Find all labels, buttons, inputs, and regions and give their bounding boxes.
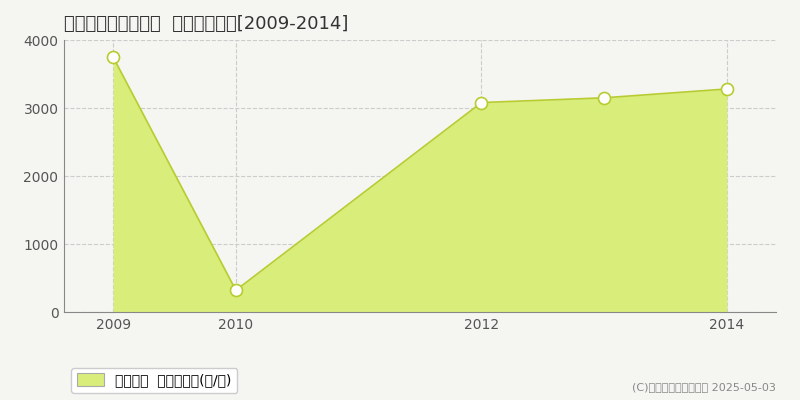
Point bbox=[721, 86, 734, 92]
Legend: 林地価格  平均坪単価(円/坪): 林地価格 平均坪単価(円/坪) bbox=[71, 368, 238, 393]
Point bbox=[106, 54, 119, 60]
Point bbox=[230, 287, 242, 294]
Point bbox=[598, 95, 610, 101]
Point bbox=[475, 99, 488, 106]
Text: (C)土地価格ドットコム 2025-05-03: (C)土地価格ドットコム 2025-05-03 bbox=[632, 382, 776, 392]
Text: 久慈郡大子町小生瀬  林地価格推移[2009-2014]: 久慈郡大子町小生瀬 林地価格推移[2009-2014] bbox=[64, 15, 348, 33]
